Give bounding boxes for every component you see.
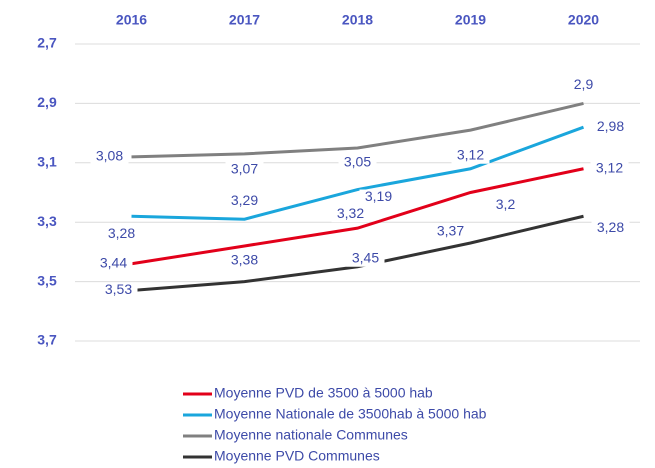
- x-tick-label: 2019: [455, 12, 486, 28]
- data-label: 3,12: [457, 146, 484, 162]
- series-line: [131, 101, 584, 159]
- data-label: 3,28: [108, 225, 135, 241]
- series-line: [131, 125, 585, 221]
- data-label: 3,53: [105, 281, 132, 297]
- x-tick-label: 2016: [116, 12, 147, 28]
- data-label: 3,19: [365, 188, 392, 204]
- x-tick-label: 2017: [229, 12, 260, 28]
- legend-label: Moyenne nationale Communes: [214, 427, 408, 443]
- label-bg: [359, 189, 398, 206]
- data-label: 3,38: [231, 252, 258, 268]
- y-tick-label: 3,3: [37, 213, 57, 229]
- series-line: [131, 167, 584, 266]
- data-label: 3,29: [231, 192, 258, 208]
- data-label: 3,12: [596, 159, 623, 175]
- legend-label: Moyenne PVD Communes: [214, 448, 380, 464]
- label-bg: [225, 193, 264, 210]
- label-bg: [225, 161, 264, 178]
- legend-label: Moyenne PVD de 3500 à 5000 hab: [214, 385, 433, 401]
- label-bg: [591, 220, 630, 237]
- y-tick-label: 2,9: [37, 94, 57, 110]
- data-label: 3,2: [496, 196, 516, 212]
- label-bg: [346, 250, 385, 267]
- data-label: 3,45: [352, 249, 379, 265]
- label-bg: [90, 148, 129, 165]
- label-bg: [591, 119, 630, 136]
- label-bg: [564, 77, 603, 94]
- y-tick-label: 3,5: [37, 272, 57, 288]
- data-label: 3,07: [231, 161, 258, 177]
- legend-label: Moyenne Nationale de 3500hab à 5000 hab: [214, 406, 487, 422]
- data-label: 3,08: [96, 148, 123, 164]
- label-bg: [94, 255, 133, 272]
- label-bg: [331, 206, 370, 223]
- data-label: 3,32: [337, 205, 364, 221]
- x-tick-label: 2020: [568, 12, 599, 28]
- x-tick-label: 2018: [342, 12, 373, 28]
- label-bg: [451, 147, 490, 164]
- label-bg: [99, 282, 138, 299]
- y-tick-label: 3,7: [37, 332, 57, 348]
- data-label: 3,37: [437, 223, 464, 239]
- label-bg: [590, 160, 629, 177]
- y-tick-label: 3,1: [37, 154, 57, 170]
- label-bg: [102, 226, 141, 243]
- data-label: 3,05: [344, 154, 371, 170]
- label-bg: [431, 223, 470, 240]
- data-label: 3,44: [100, 254, 127, 270]
- label-bg: [486, 197, 525, 214]
- y-tick-label: 2,7: [37, 35, 57, 51]
- label-bg: [338, 154, 377, 171]
- label-bg: [225, 252, 264, 269]
- data-label: 2,9: [574, 76, 594, 92]
- data-label: 3,28: [597, 219, 624, 235]
- data-label: 2,98: [597, 118, 624, 134]
